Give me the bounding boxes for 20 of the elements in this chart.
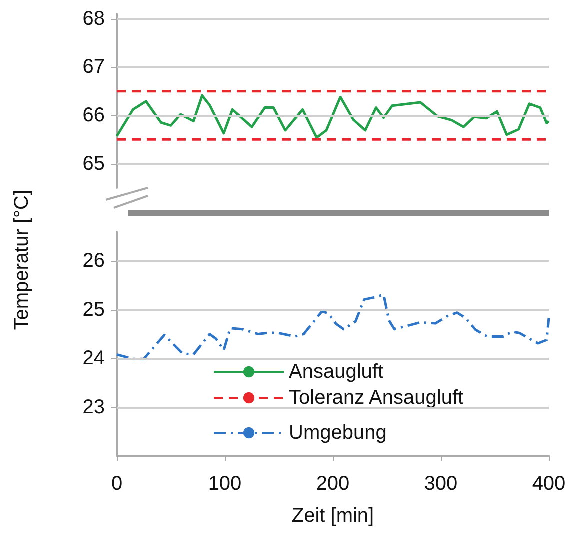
x-axis-title: Zeit [min]	[292, 505, 374, 527]
x-tick-label: 0	[111, 473, 123, 495]
y-tick-label: 26	[82, 250, 105, 272]
x-tick-label: 400	[532, 473, 566, 495]
y-tick-label: 68	[82, 8, 105, 30]
x-tick-label: 200	[316, 473, 350, 495]
legend-label: Toleranz Ansaugluft	[289, 387, 464, 409]
y-tick-label: 66	[82, 104, 105, 126]
y-tick-label: 67	[82, 56, 105, 78]
x-tick-label: 300	[424, 473, 458, 495]
line-series	[116, 94, 550, 139]
legend-label: Ansaugluft	[289, 361, 384, 383]
x-tick-label: 100	[208, 473, 242, 495]
y-axis-title: Temperatur [°C]	[11, 190, 33, 330]
y-tick-label: 25	[82, 298, 105, 321]
y-tick-label: 65	[82, 152, 105, 175]
y-tick-label: 24	[82, 348, 105, 370]
legend-label: Umgebung	[289, 422, 387, 444]
y-tick-label: 23	[82, 396, 105, 418]
line-series	[116, 294, 550, 360]
